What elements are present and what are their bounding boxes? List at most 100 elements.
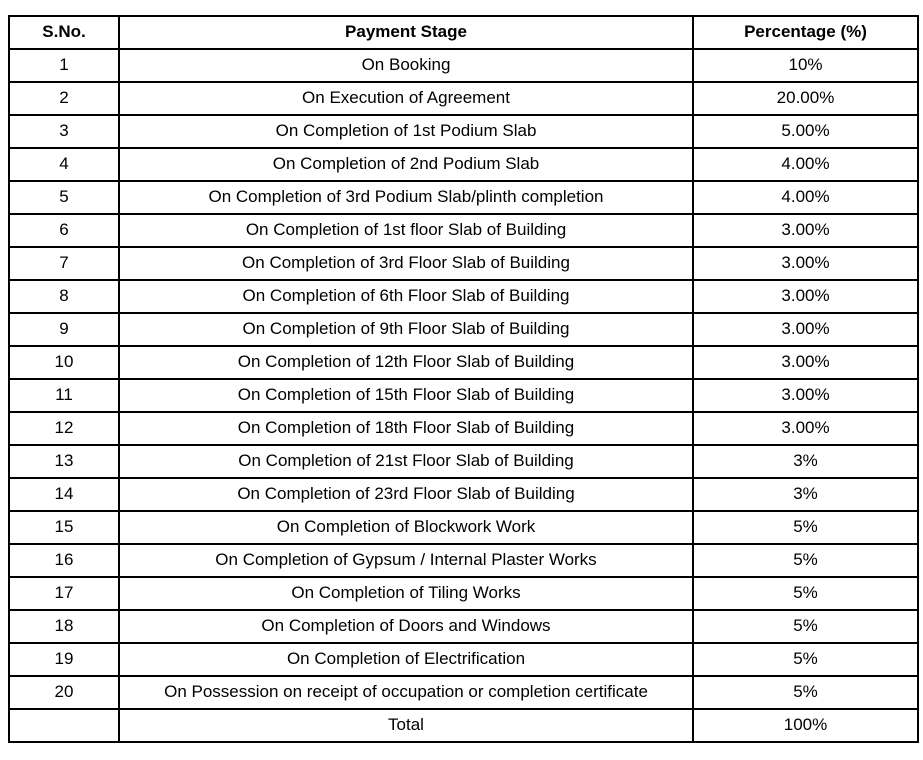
cell-sno: 5 bbox=[8, 180, 120, 215]
table-body: 1 On Booking 10% 2 On Execution of Agree… bbox=[8, 48, 919, 710]
cell-stage: On Completion of Gypsum / Internal Plast… bbox=[118, 543, 694, 578]
cell-sno: 17 bbox=[8, 576, 120, 611]
table-row: 5 On Completion of 3rd Podium Slab/plint… bbox=[8, 180, 919, 215]
cell-percentage: 4.00% bbox=[692, 147, 919, 182]
cell-stage: On Completion of 2nd Podium Slab bbox=[118, 147, 694, 182]
cell-stage: On Completion of 21st Floor Slab of Buil… bbox=[118, 444, 694, 479]
cell-stage-text: On Completion of 1st Podium Slab bbox=[275, 121, 537, 141]
cell-sno: 14 bbox=[8, 477, 120, 512]
cell-stage-text: On Completion of Electrification bbox=[286, 649, 526, 669]
cell-stage-text: On Completion of 15th Floor Slab of Buil… bbox=[237, 385, 575, 405]
cell-stage: On Completion of 1st Podium Slab bbox=[118, 114, 694, 149]
cell-percentage: 20.00% bbox=[692, 81, 919, 116]
table-row: 14 On Completion of 23rd Floor Slab of B… bbox=[8, 477, 919, 512]
table-row: 7 On Completion of 3rd Floor Slab of Bui… bbox=[8, 246, 919, 281]
footer-total-label: Total bbox=[118, 708, 694, 743]
cell-percentage: 5.00% bbox=[692, 114, 919, 149]
cell-sno: 18 bbox=[8, 609, 120, 644]
cell-percentage: 5% bbox=[692, 543, 919, 578]
cell-stage: On Completion of 18th Floor Slab of Buil… bbox=[118, 411, 694, 446]
cell-sno: 6 bbox=[8, 213, 120, 248]
table-row: 18 On Completion of Doors and Windows 5% bbox=[8, 609, 919, 644]
cell-stage-text: On Completion of 3rd Podium Slab/plinth … bbox=[208, 187, 604, 207]
cell-stage-text: On Completion of Doors and Windows bbox=[261, 616, 551, 636]
cell-sno: 10 bbox=[8, 345, 120, 380]
table-row: 16 On Completion of Gypsum / Internal Pl… bbox=[8, 543, 919, 578]
cell-sno: 15 bbox=[8, 510, 120, 545]
table-row: 9 On Completion of 9th Floor Slab of Bui… bbox=[8, 312, 919, 347]
table-row: 10 On Completion of 12th Floor Slab of B… bbox=[8, 345, 919, 380]
cell-stage: On Completion of 3rd Floor Slab of Build… bbox=[118, 246, 694, 281]
cell-sno: 2 bbox=[8, 81, 120, 116]
table-row: 17 On Completion of Tiling Works 5% bbox=[8, 576, 919, 611]
payment-schedule-table: S.No. Payment Stage Percentage (%) 1 On … bbox=[8, 15, 919, 743]
footer-total-percentage: 100% bbox=[692, 708, 919, 743]
cell-percentage: 3.00% bbox=[692, 378, 919, 413]
table-row: 19 On Completion of Electrification 5% bbox=[8, 642, 919, 677]
footer-row: Total 100% bbox=[8, 708, 919, 743]
cell-sno: 12 bbox=[8, 411, 120, 446]
cell-stage: On Completion of 15th Floor Slab of Buil… bbox=[118, 378, 694, 413]
cell-sno: 4 bbox=[8, 147, 120, 182]
cell-sno: 11 bbox=[8, 378, 120, 413]
header-row: S.No. Payment Stage Percentage (%) bbox=[8, 15, 919, 50]
cell-stage-text: On Completion of 2nd Podium Slab bbox=[272, 154, 540, 174]
cell-stage-text: On Completion of 6th Floor Slab of Build… bbox=[242, 286, 570, 306]
cell-stage: On Completion of 23rd Floor Slab of Buil… bbox=[118, 477, 694, 512]
cell-stage: On Completion of 9th Floor Slab of Build… bbox=[118, 312, 694, 347]
cell-stage-text: On Completion of 12th Floor Slab of Buil… bbox=[237, 352, 575, 372]
table-row: 6 On Completion of 1st floor Slab of Bui… bbox=[8, 213, 919, 248]
table-row: 4 On Completion of 2nd Podium Slab 4.00% bbox=[8, 147, 919, 182]
cell-percentage: 5% bbox=[692, 510, 919, 545]
cell-stage-text: On Completion of 23rd Floor Slab of Buil… bbox=[237, 484, 575, 504]
cell-sno: 3 bbox=[8, 114, 120, 149]
header-payment-stage: Payment Stage bbox=[118, 15, 694, 50]
cell-percentage: 10% bbox=[692, 48, 919, 83]
cell-stage: On Execution of Agreement bbox=[118, 81, 694, 116]
cell-percentage: 5% bbox=[692, 675, 919, 710]
cell-percentage: 3.00% bbox=[692, 213, 919, 248]
cell-percentage: 5% bbox=[692, 609, 919, 644]
cell-sno: 16 bbox=[8, 543, 120, 578]
cell-stage-text: On Completion of 18th Floor Slab of Buil… bbox=[237, 418, 575, 438]
cell-stage-text: On Execution of Agreement bbox=[302, 88, 510, 108]
table-row: 15 On Completion of Blockwork Work 5% bbox=[8, 510, 919, 545]
table-row: 11 On Completion of 15th Floor Slab of B… bbox=[8, 378, 919, 413]
cell-stage: On Booking bbox=[118, 48, 694, 83]
cell-stage: On Completion of 3rd Podium Slab/plinth … bbox=[118, 180, 694, 215]
cell-sno: 8 bbox=[8, 279, 120, 314]
cell-stage-text: On Completion of 1st floor Slab of Build… bbox=[245, 220, 567, 240]
cell-stage-text: On Completion of 9th Floor Slab of Build… bbox=[242, 319, 570, 339]
header-percentage: Percentage (%) bbox=[692, 15, 919, 50]
cell-stage: On Completion of Tiling Works bbox=[118, 576, 694, 611]
cell-sno: 7 bbox=[8, 246, 120, 281]
cell-stage-text: On Completion of Blockwork Work bbox=[276, 517, 536, 537]
cell-sno: 13 bbox=[8, 444, 120, 479]
cell-percentage: 3% bbox=[692, 477, 919, 512]
cell-sno: 9 bbox=[8, 312, 120, 347]
table-row: 2 On Execution of Agreement 20.00% bbox=[8, 81, 919, 116]
cell-stage-text: On Booking bbox=[361, 55, 451, 75]
table-row: 12 On Completion of 18th Floor Slab of B… bbox=[8, 411, 919, 446]
cell-stage-text: On Possession on receipt of occupation o… bbox=[164, 682, 648, 702]
cell-percentage: 3.00% bbox=[692, 312, 919, 347]
cell-stage-text: On Completion of Gypsum / Internal Plast… bbox=[215, 550, 597, 570]
cell-stage: On Completion of Blockwork Work bbox=[118, 510, 694, 545]
cell-stage-text: On Completion of 21st Floor Slab of Buil… bbox=[238, 451, 574, 471]
table-row: 8 On Completion of 6th Floor Slab of Bui… bbox=[8, 279, 919, 314]
cell-stage-text: On Completion of Tiling Works bbox=[291, 583, 521, 603]
cell-percentage: 5% bbox=[692, 576, 919, 611]
cell-sno: 20 bbox=[8, 675, 120, 710]
cell-percentage: 3.00% bbox=[692, 246, 919, 281]
cell-sno: 1 bbox=[8, 48, 120, 83]
cell-stage: On Completion of Electrification bbox=[118, 642, 694, 677]
cell-stage: On Possession on receipt of occupation o… bbox=[118, 675, 694, 710]
table-row: 13 On Completion of 21st Floor Slab of B… bbox=[8, 444, 919, 479]
cell-percentage: 3.00% bbox=[692, 345, 919, 380]
footer-sno-cell bbox=[8, 708, 120, 743]
cell-sno: 19 bbox=[8, 642, 120, 677]
cell-percentage: 3% bbox=[692, 444, 919, 479]
table-row: 20 On Possession on receipt of occupatio… bbox=[8, 675, 919, 710]
cell-percentage: 4.00% bbox=[692, 180, 919, 215]
cell-percentage: 3.00% bbox=[692, 279, 919, 314]
